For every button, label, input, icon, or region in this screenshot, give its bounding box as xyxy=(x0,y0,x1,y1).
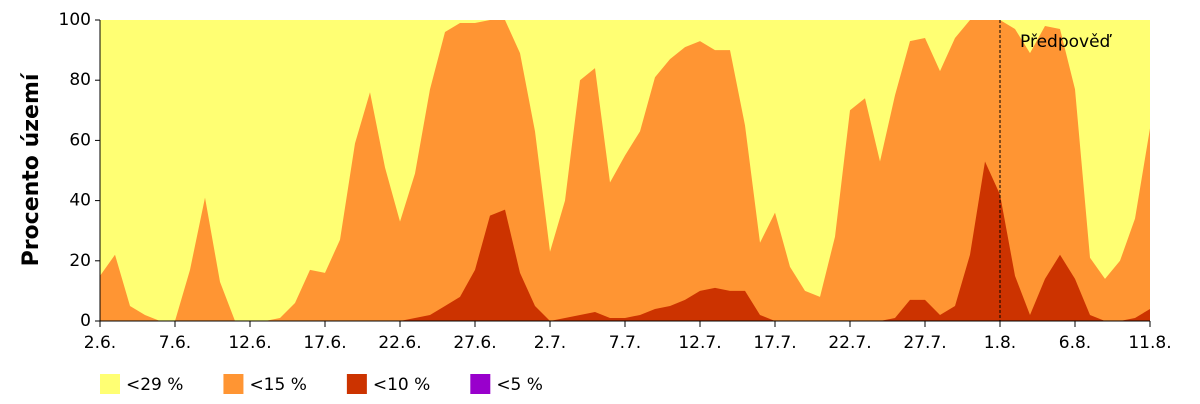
x-tick-label: 12.7. xyxy=(678,333,721,353)
x-tick-label: 22.6. xyxy=(378,333,421,353)
x-tick-label: 2.7. xyxy=(534,333,566,353)
x-tick-label: 22.7. xyxy=(828,333,871,353)
legend-label: <5 % xyxy=(496,375,543,395)
legend-label: <15 % xyxy=(249,375,306,395)
annotation: Předpověď xyxy=(1020,32,1113,52)
y-tick-label: 20 xyxy=(69,251,91,271)
x-tick-label: 27.7. xyxy=(903,333,946,353)
x-tick-label: 17.7. xyxy=(753,333,796,353)
x-tick-label: 7.7. xyxy=(609,333,641,353)
legend-swatch xyxy=(346,374,367,394)
y-tick-label: 60 xyxy=(69,130,91,150)
y-tick-label: 80 xyxy=(69,70,91,90)
x-tick-label: 17.6. xyxy=(303,333,346,353)
x-tick-label: 12.6. xyxy=(228,333,271,353)
x-tick-label: 1.8. xyxy=(984,333,1016,353)
legend-label: <29 % xyxy=(126,375,183,395)
legend-swatch xyxy=(223,374,244,394)
x-tick-label: 7.6. xyxy=(159,333,191,353)
area xyxy=(100,20,1150,321)
x-tick-label: 2.6. xyxy=(84,333,116,353)
legend-swatch xyxy=(100,374,120,394)
legend-label: <10 % xyxy=(373,375,430,395)
legend-swatch xyxy=(470,374,491,394)
x-tick-label: 6.8. xyxy=(1059,333,1091,353)
y-tick-label: 100 xyxy=(59,10,91,30)
area xyxy=(100,161,1150,321)
x-tick-label: 27.6. xyxy=(453,333,496,353)
y-tick-label: 40 xyxy=(69,191,91,211)
x-tick-label: 11.8. xyxy=(1128,333,1171,353)
y-axis-title: Procento území xyxy=(19,72,44,266)
y-tick-label: 0 xyxy=(80,311,91,331)
